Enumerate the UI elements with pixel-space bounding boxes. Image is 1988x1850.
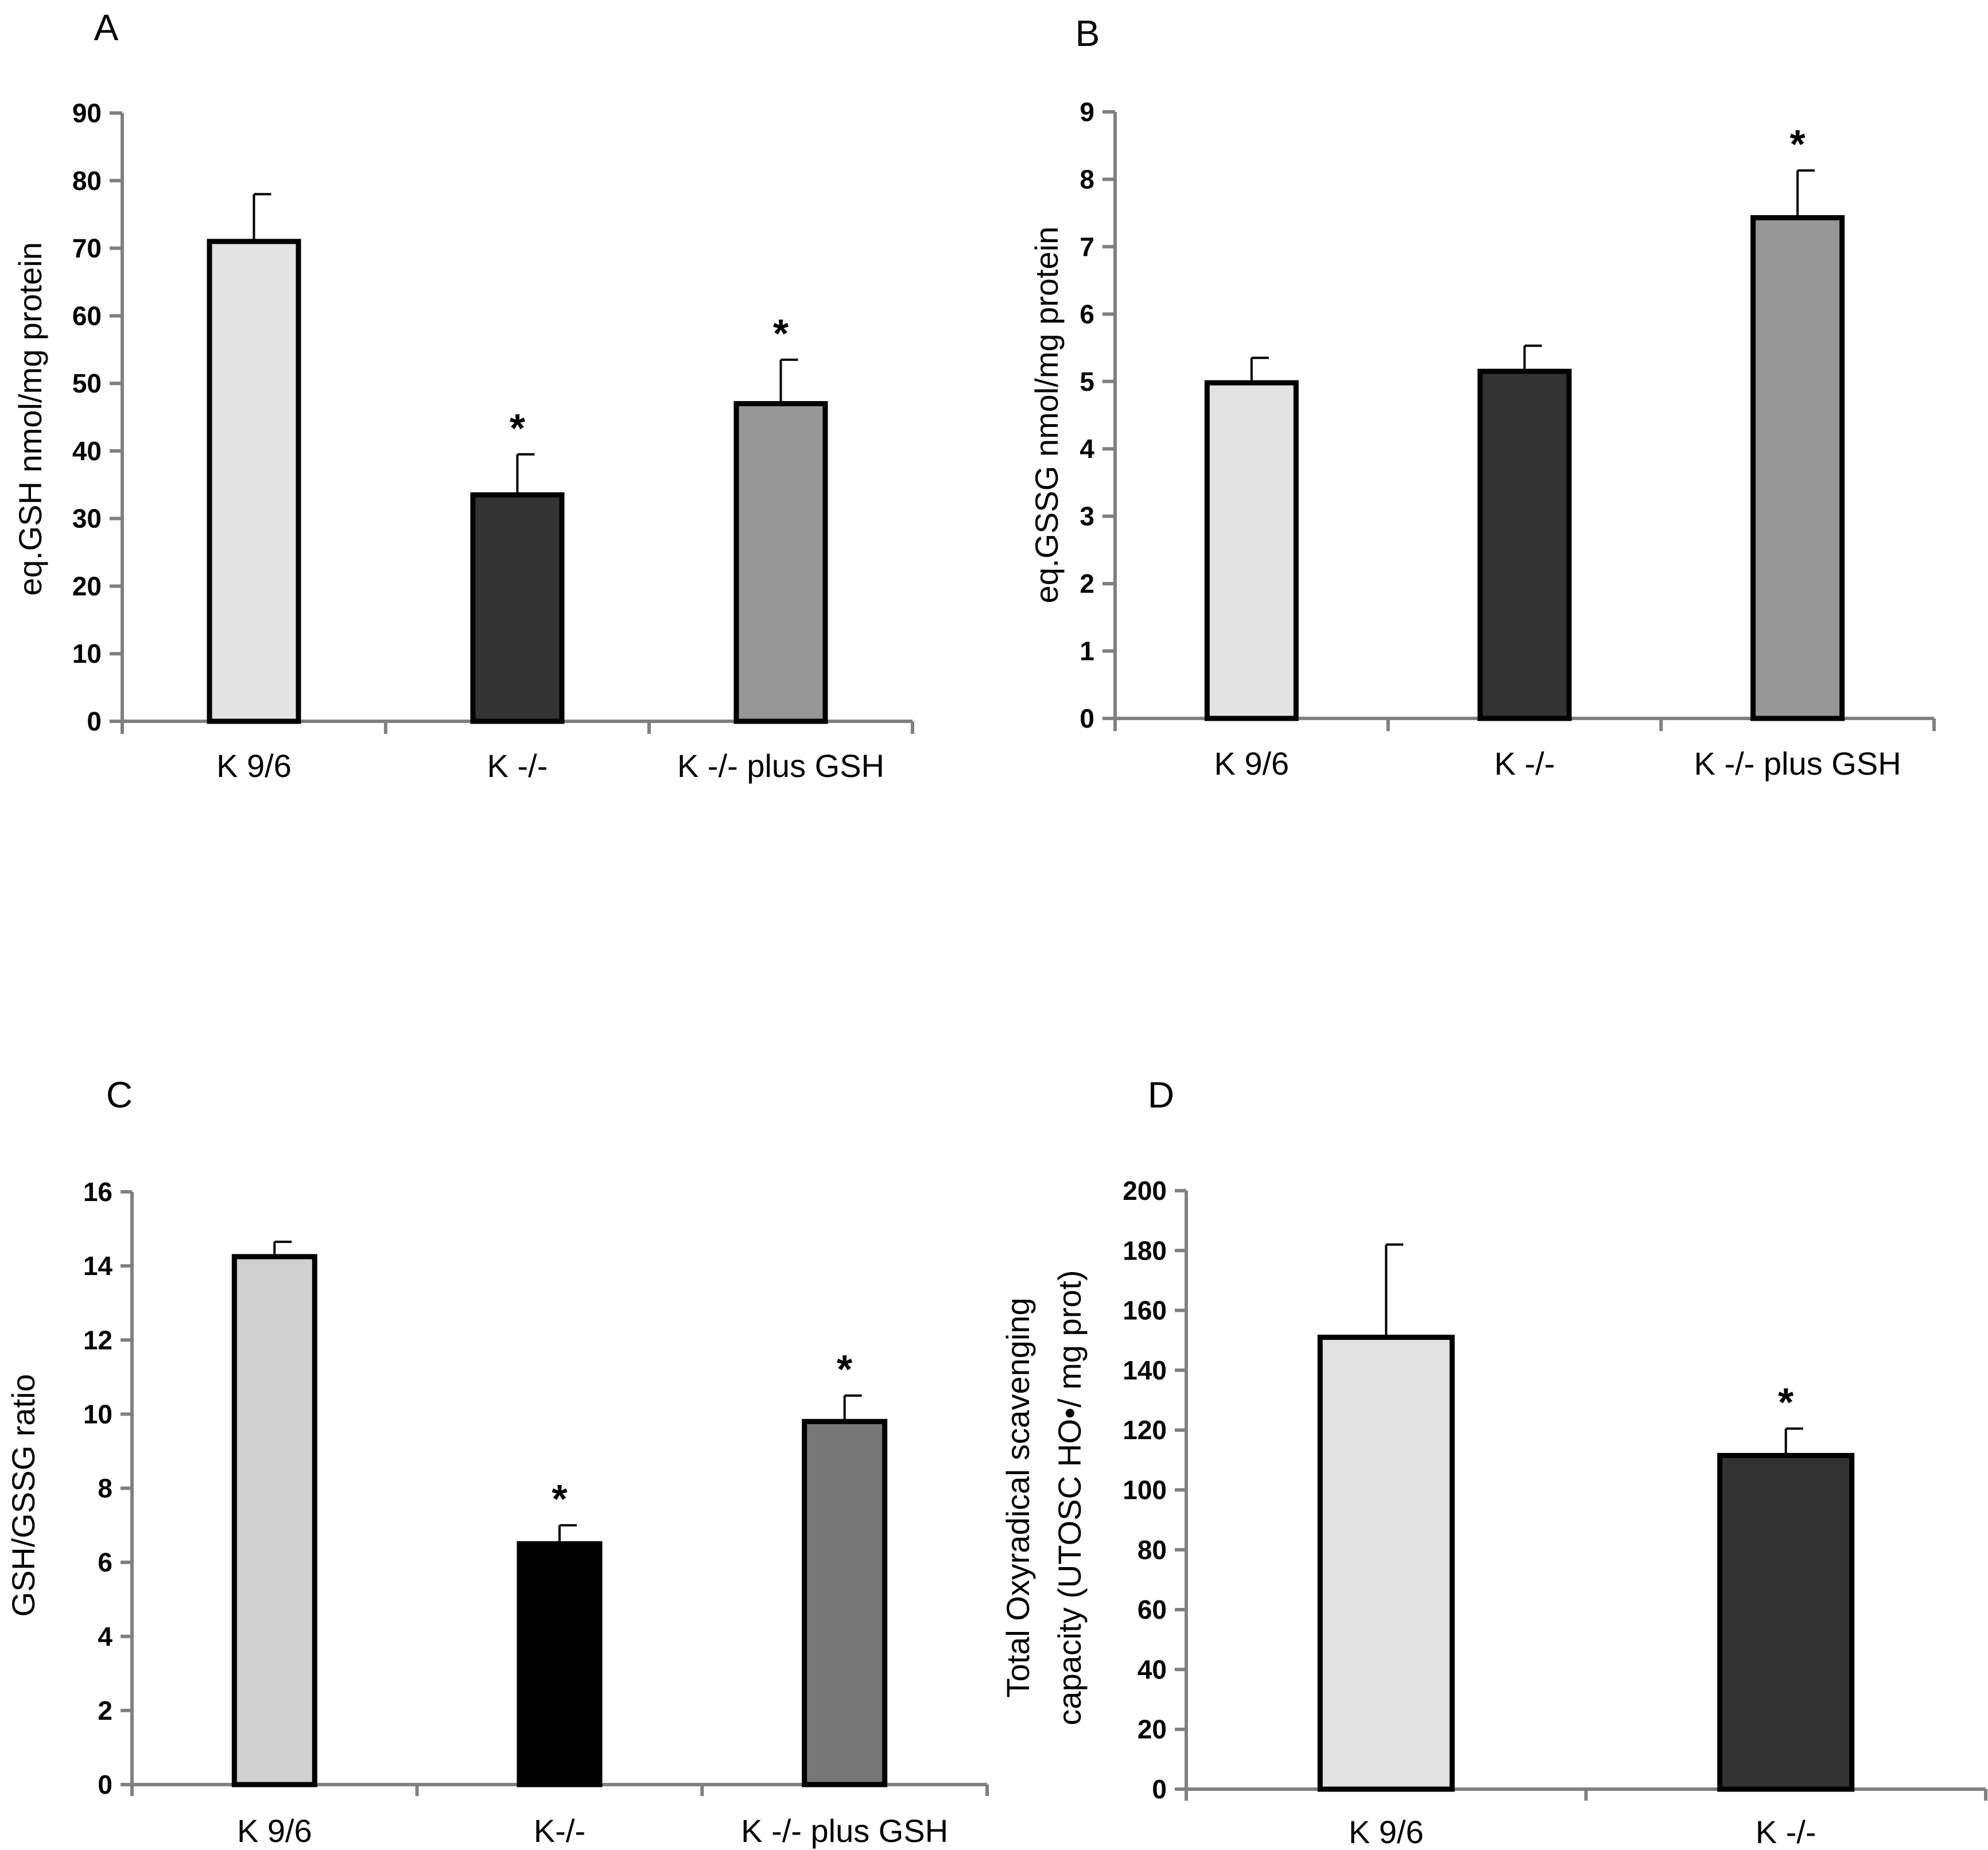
category-label: K -/- plus GSH (1694, 745, 1901, 782)
y-tick-label: 1 (1080, 636, 1094, 666)
y-tick-label: 12 (83, 1325, 112, 1355)
y-tick-label: 2 (98, 1696, 112, 1725)
chart-panel-d: D Total Oxyradical scavenging capacity (UT… (1000, 1074, 1987, 1850)
y-axis-title: eq.GSSG nmol/mg protein (1028, 227, 1065, 604)
y-tick-label: 3 (1080, 502, 1094, 531)
significance-marker: * (552, 1476, 568, 1521)
y-tick-label: 160 (1123, 1296, 1167, 1326)
y-tick-label: 0 (1152, 1774, 1167, 1804)
y-tick-label: 4 (1080, 434, 1094, 464)
panel-letter: C (106, 1074, 133, 1116)
bar (802, 1418, 888, 1787)
y-axis-title: Total Oxyradical scavenging (1000, 1297, 1036, 1697)
y-tick-label: 40 (72, 436, 102, 466)
y-tick-label: 20 (72, 571, 102, 601)
y-tick-label: 7 (1080, 232, 1094, 262)
panel-letter: D (1148, 1074, 1174, 1116)
y-tick-label: 8 (1080, 164, 1094, 194)
bar (470, 492, 565, 724)
y-tick-label: 90 (72, 98, 102, 128)
chart-panel-a: Aeq.GSH nmol/mg protein 0 10 20 30 40 50 60 70 80… (12, 7, 914, 784)
chart-panel-b: Beq.GSSG nmol/mg protein 0 1 2 3 4 5 6 7 8 9 K 9/6 K… (1028, 13, 1936, 782)
significance-marker: * (1778, 1380, 1794, 1425)
y-tick-label: 9 (1080, 97, 1094, 127)
bar (231, 1254, 317, 1787)
bar (207, 239, 301, 724)
category-label: K 9/6 (237, 1813, 312, 1849)
y-tick-label: 100 (1123, 1475, 1167, 1505)
bar (1750, 215, 1845, 721)
y-tick-label: 70 (72, 234, 102, 263)
y-tick-label: 0 (98, 1770, 112, 1800)
significance-marker: * (837, 1347, 853, 1392)
y-axis-title: eq.GSH nmol/mg protein (12, 242, 48, 596)
y-tick-label: 80 (1137, 1535, 1167, 1565)
y-tick-label: 60 (1137, 1595, 1167, 1624)
y-tick-label: 8 (98, 1474, 112, 1503)
significance-marker: * (510, 406, 526, 450)
significance-marker: * (773, 311, 789, 356)
bar (1477, 368, 1572, 721)
bar (1717, 1453, 1855, 1792)
y-tick-label: 14 (83, 1251, 113, 1281)
category-label: K 9/6 (1349, 1814, 1424, 1850)
y-tick-label: 80 (72, 166, 102, 196)
category-label: K 9/6 (216, 748, 292, 784)
y-axis-title: GSH/GSSG ratio (5, 1374, 41, 1616)
category-label: K 9/6 (1214, 745, 1289, 782)
y-tick-label: 30 (72, 504, 102, 534)
y-tick-label: 20 (1137, 1715, 1167, 1744)
bar (1204, 380, 1299, 721)
y-tick-label: 10 (83, 1399, 112, 1429)
chart-panel-c: C GSH/GSSG ratio 0 2 4 6 8 10 12 14 16 K 9/6 K-/- * K … (5, 1074, 989, 1849)
category-label: K -/- (487, 748, 548, 784)
category-label: K -/- plus GSH (677, 748, 884, 784)
y-tick-label: 2 (1080, 569, 1094, 598)
bar (733, 401, 828, 724)
y-tick-label: 0 (87, 706, 102, 736)
y-tick-label: 140 (1123, 1355, 1167, 1385)
y-tick-label: 0 (1080, 704, 1094, 733)
y-tick-label: 16 (83, 1177, 112, 1207)
y-tick-label: 120 (1123, 1415, 1167, 1445)
bar (1317, 1335, 1455, 1792)
category-label: K -/- (1756, 1814, 1816, 1850)
y-tick-label: 180 (1123, 1235, 1167, 1265)
y-tick-label: 6 (1080, 299, 1094, 329)
y-tick-label: 6 (98, 1548, 112, 1577)
panel-letter: A (94, 7, 119, 48)
y-tick-label: 4 (98, 1622, 112, 1651)
y-tick-label: 50 (72, 368, 102, 398)
category-label: K-/- (534, 1813, 585, 1849)
y-tick-label: 60 (72, 301, 102, 331)
y-tick-label: 5 (1080, 367, 1094, 397)
panel-letter: B (1075, 13, 1100, 54)
category-label: K -/- plus GSH (741, 1813, 948, 1849)
bar (517, 1541, 603, 1787)
y-axis-title: capacity (UTOSC HO•/ mg prot) (1051, 1270, 1088, 1725)
y-tick-label: 200 (1123, 1176, 1167, 1206)
category-label: K -/- (1494, 745, 1555, 782)
y-tick-label: 10 (72, 639, 102, 669)
significance-marker: * (1790, 122, 1806, 166)
y-tick-label: 40 (1137, 1654, 1167, 1684)
